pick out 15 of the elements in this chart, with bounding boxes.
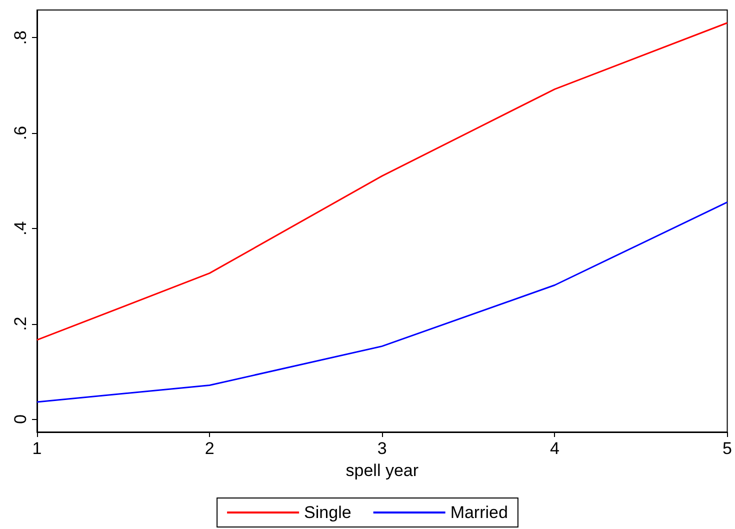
x-tick-label: 4 (550, 439, 560, 458)
x-tick-label: 1 (32, 439, 42, 458)
y-tick-label: .2 (11, 316, 30, 331)
x-tick-label: 5 (722, 439, 732, 458)
line-series (36, 22, 728, 341)
y-tick-label: .8 (11, 30, 30, 45)
y-tick-label: .6 (11, 126, 30, 140)
legend-label: Single (304, 503, 352, 522)
y-tick-label: .4 (11, 221, 30, 236)
x-tick-label: 3 (377, 439, 387, 458)
legend-label: Married (450, 503, 508, 522)
x-tick-label: 2 (204, 439, 214, 458)
x-axis-title: spell year (346, 460, 419, 480)
line-series (36, 201, 728, 403)
y-tick-label: 0 (11, 414, 30, 424)
